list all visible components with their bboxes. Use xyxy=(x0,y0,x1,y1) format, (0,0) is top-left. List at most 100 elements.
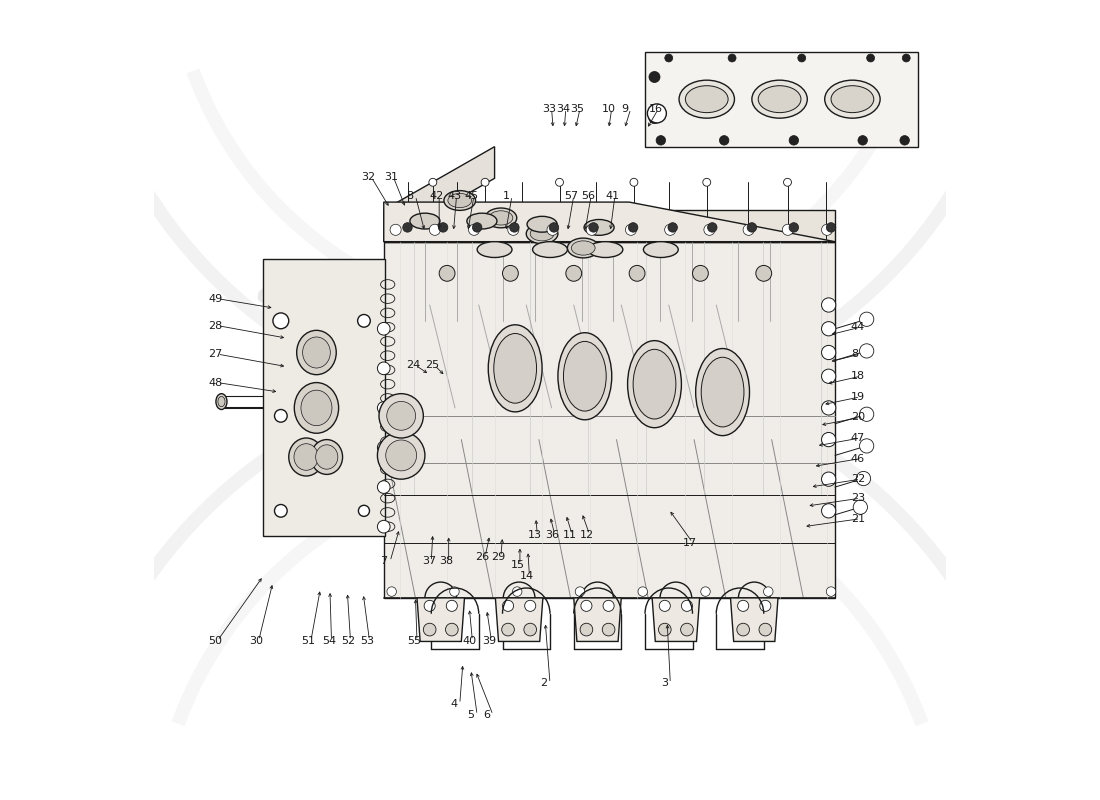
Circle shape xyxy=(738,600,749,611)
Circle shape xyxy=(513,587,522,596)
Circle shape xyxy=(826,587,836,596)
Ellipse shape xyxy=(758,86,801,113)
Circle shape xyxy=(763,587,773,596)
Text: 27: 27 xyxy=(208,349,222,359)
Text: eurospares: eurospares xyxy=(255,281,433,330)
Text: 48: 48 xyxy=(208,378,222,387)
Circle shape xyxy=(798,54,805,62)
Circle shape xyxy=(565,266,582,282)
Circle shape xyxy=(403,222,412,232)
Circle shape xyxy=(588,222,598,232)
Ellipse shape xyxy=(485,208,517,228)
Polygon shape xyxy=(384,210,835,242)
Circle shape xyxy=(377,520,390,533)
Circle shape xyxy=(275,505,287,517)
Circle shape xyxy=(668,222,678,232)
Text: 2: 2 xyxy=(540,678,548,689)
Ellipse shape xyxy=(526,224,558,244)
Ellipse shape xyxy=(289,438,323,476)
Circle shape xyxy=(275,410,287,422)
Circle shape xyxy=(822,472,836,486)
Circle shape xyxy=(469,224,480,235)
Circle shape xyxy=(902,54,910,62)
Circle shape xyxy=(737,623,749,636)
Circle shape xyxy=(681,600,693,611)
Circle shape xyxy=(789,135,799,145)
Circle shape xyxy=(707,222,717,232)
Ellipse shape xyxy=(316,445,338,469)
Ellipse shape xyxy=(444,190,475,210)
Polygon shape xyxy=(384,242,835,598)
Text: 15: 15 xyxy=(510,560,525,570)
Text: 11: 11 xyxy=(563,530,576,539)
Circle shape xyxy=(664,54,673,62)
Circle shape xyxy=(525,600,536,611)
Circle shape xyxy=(822,298,836,312)
Circle shape xyxy=(656,135,666,145)
Circle shape xyxy=(760,600,771,611)
Ellipse shape xyxy=(481,178,490,186)
Circle shape xyxy=(649,71,660,82)
Circle shape xyxy=(628,222,638,232)
Circle shape xyxy=(273,313,289,329)
Text: 16: 16 xyxy=(649,104,663,114)
Ellipse shape xyxy=(568,238,600,258)
Circle shape xyxy=(859,438,873,453)
Text: 47: 47 xyxy=(850,433,865,443)
Circle shape xyxy=(664,224,675,235)
Circle shape xyxy=(822,322,836,336)
Text: 39: 39 xyxy=(482,636,496,646)
Ellipse shape xyxy=(556,178,563,186)
Text: 25: 25 xyxy=(425,360,439,370)
Circle shape xyxy=(867,54,875,62)
Circle shape xyxy=(858,135,868,145)
Ellipse shape xyxy=(588,242,623,258)
Ellipse shape xyxy=(558,333,612,420)
Text: 17: 17 xyxy=(683,538,697,547)
Text: 31: 31 xyxy=(384,172,398,182)
Ellipse shape xyxy=(488,325,542,412)
Text: 21: 21 xyxy=(850,514,865,524)
Ellipse shape xyxy=(410,213,440,229)
Text: 33: 33 xyxy=(542,104,557,114)
Ellipse shape xyxy=(703,178,711,186)
Circle shape xyxy=(629,266,645,282)
Circle shape xyxy=(586,224,597,235)
Ellipse shape xyxy=(448,194,472,208)
Circle shape xyxy=(575,587,585,596)
Text: 4: 4 xyxy=(450,699,458,709)
Text: 26: 26 xyxy=(475,552,490,562)
Ellipse shape xyxy=(644,242,679,258)
Circle shape xyxy=(386,440,417,471)
Ellipse shape xyxy=(297,330,337,374)
Circle shape xyxy=(701,587,711,596)
Circle shape xyxy=(822,369,836,383)
Text: 3: 3 xyxy=(661,678,668,689)
Text: 1: 1 xyxy=(503,190,509,201)
Circle shape xyxy=(439,266,455,282)
Circle shape xyxy=(580,623,593,636)
Circle shape xyxy=(822,346,836,360)
Circle shape xyxy=(759,623,772,636)
Text: eurospares: eurospares xyxy=(604,550,781,598)
Text: 49: 49 xyxy=(208,294,222,304)
Circle shape xyxy=(390,224,402,235)
Text: 35: 35 xyxy=(571,104,584,114)
Circle shape xyxy=(508,224,519,235)
Ellipse shape xyxy=(466,213,497,229)
Circle shape xyxy=(447,600,458,611)
Text: 50: 50 xyxy=(208,636,222,646)
Text: 13: 13 xyxy=(528,530,542,539)
Ellipse shape xyxy=(825,80,880,118)
Ellipse shape xyxy=(295,382,339,434)
Circle shape xyxy=(377,441,390,454)
Text: 22: 22 xyxy=(850,474,865,484)
Circle shape xyxy=(728,54,736,62)
Text: 52: 52 xyxy=(341,636,355,646)
Circle shape xyxy=(681,623,693,636)
Circle shape xyxy=(649,113,660,124)
Circle shape xyxy=(704,224,715,235)
Circle shape xyxy=(503,266,518,282)
Polygon shape xyxy=(384,146,495,242)
Text: 56: 56 xyxy=(582,190,596,201)
